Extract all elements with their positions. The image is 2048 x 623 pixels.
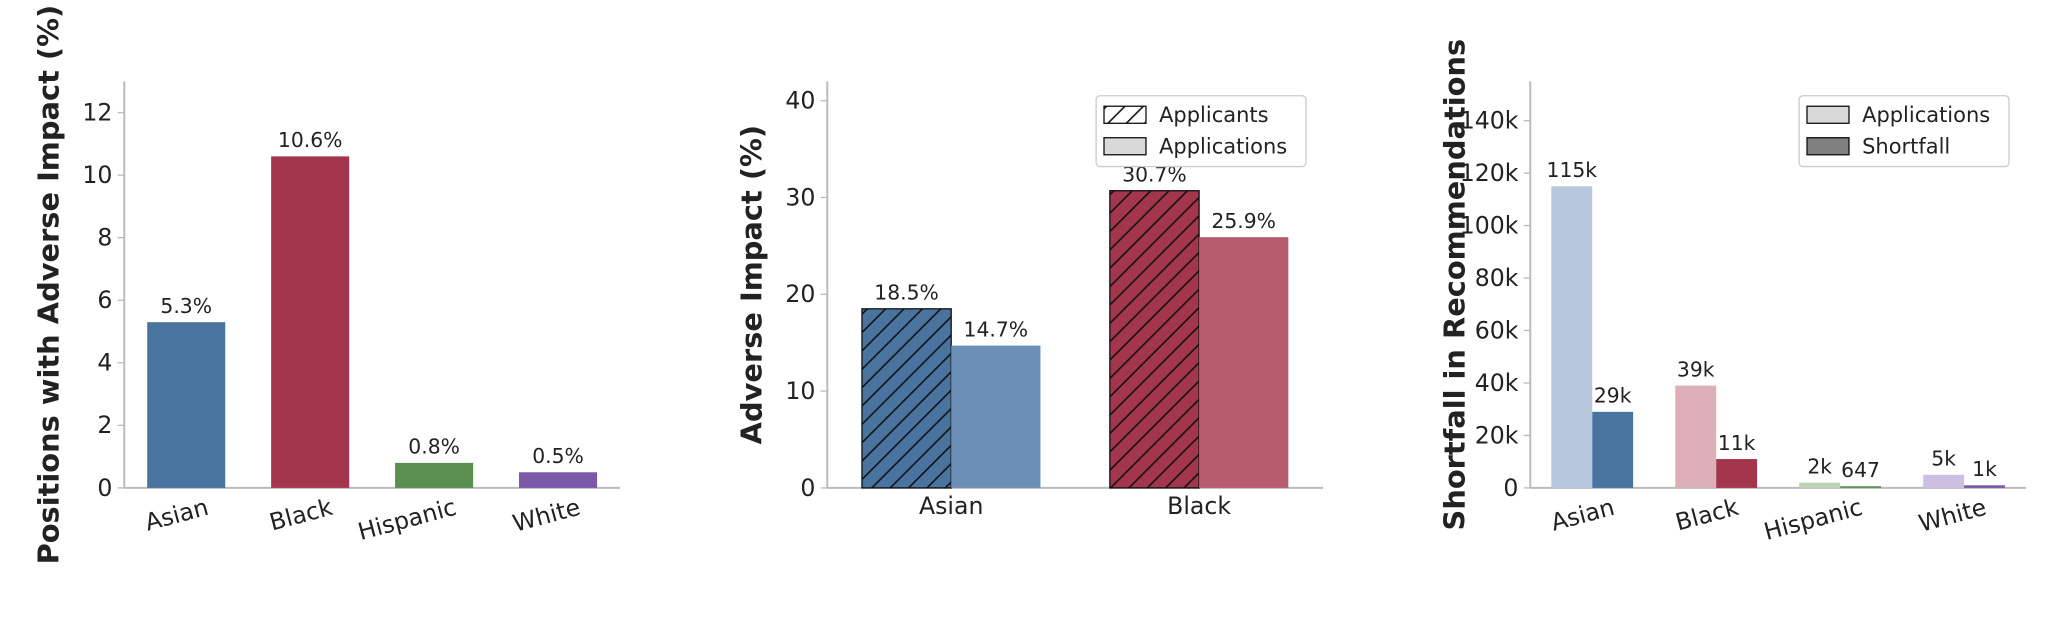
bar-hatch [861, 308, 952, 488]
value-label: 25.9% [1211, 209, 1276, 233]
y-tick-label: 80k [1475, 264, 1519, 292]
y-axis-label: Positions with Adverse Impact (%) [32, 5, 66, 565]
bar [519, 472, 598, 488]
y-tick-label: 6 [97, 286, 112, 314]
y-tick-label: 2 [97, 411, 112, 439]
y-tick-label: 10 [82, 161, 112, 189]
value-label: 39k [1677, 357, 1715, 381]
bar [1964, 485, 2005, 488]
legend-swatch [1103, 137, 1147, 156]
y-tick-label: 20 [785, 280, 815, 308]
bar [147, 322, 226, 488]
y-tick-label: 140k [1460, 107, 1519, 135]
y-tick-label: 120k [1460, 159, 1519, 187]
y-tick-label: 10 [785, 377, 815, 405]
legend-box [1095, 95, 1307, 168]
y-axis-label: Shortfall in Recommendations [1438, 39, 1472, 531]
bar [1199, 237, 1289, 488]
y-tick-label: 0 [97, 474, 112, 502]
x-tick-label: Black [266, 493, 335, 537]
legend-swatch [1806, 105, 1850, 124]
value-label: 115k [1547, 158, 1598, 182]
bar [1923, 474, 1965, 488]
bar [951, 345, 1041, 488]
bar [1799, 482, 1841, 488]
y-tick-label: 40k [1475, 369, 1519, 397]
x-tick-label: Black [1672, 493, 1741, 537]
y-tick-label: 12 [82, 98, 112, 126]
legend-label: Applicants [1159, 103, 1268, 127]
legend-label: Shortfall [1862, 134, 1950, 158]
value-label: 18.5% [874, 281, 939, 305]
y-axis-label: Adverse Impact (%) [735, 125, 769, 444]
bar-hatch [1109, 190, 1200, 488]
legend-label: Applications [1862, 103, 1990, 127]
x-tick-label: Hispanic [355, 493, 459, 546]
value-label: 14.7% [964, 317, 1029, 341]
bar [271, 156, 350, 488]
y-tick-label: 4 [97, 349, 112, 377]
bar [1551, 186, 1593, 488]
y-tick-label: 8 [97, 224, 112, 252]
value-label: 2k [1807, 454, 1832, 478]
x-tick-label: White [510, 493, 584, 538]
y-tick-label: 40 [785, 87, 815, 115]
bar [1716, 459, 1758, 488]
value-label: 647 [1841, 458, 1880, 482]
value-label: 10.6% [278, 128, 343, 152]
x-tick-label: Asian [142, 493, 211, 537]
y-tick-label: 30 [785, 183, 815, 211]
legend-box [1798, 95, 2010, 168]
x-tick-label: White [1916, 493, 1990, 538]
x-tick-label: Asian [1548, 493, 1617, 537]
y-tick-label: 60k [1475, 316, 1519, 344]
y-tick-label: 100k [1460, 211, 1519, 239]
value-label: 1k [1972, 457, 1997, 481]
y-tick-label: 20k [1475, 421, 1519, 449]
value-label: 5k [1931, 447, 1956, 471]
bar [395, 462, 474, 488]
bar [1592, 411, 1634, 488]
legend-swatch [1806, 137, 1850, 156]
x-tick-label: Black [1167, 492, 1231, 520]
y-tick-label: 0 [1503, 474, 1518, 502]
x-tick-label: Hispanic [1761, 493, 1865, 546]
bar [1675, 385, 1717, 488]
value-label: 29k [1594, 384, 1632, 408]
value-label: 5.3% [160, 294, 212, 318]
legend-hatch [1104, 106, 1146, 124]
value-label: 0.8% [408, 435, 460, 459]
value-label: 11k [1718, 431, 1756, 455]
x-tick-label: Asian [919, 492, 983, 520]
bar [1840, 486, 1882, 488]
legend-label: Applications [1159, 134, 1287, 158]
value-label: 0.5% [532, 444, 584, 468]
y-tick-label: 0 [800, 474, 815, 502]
